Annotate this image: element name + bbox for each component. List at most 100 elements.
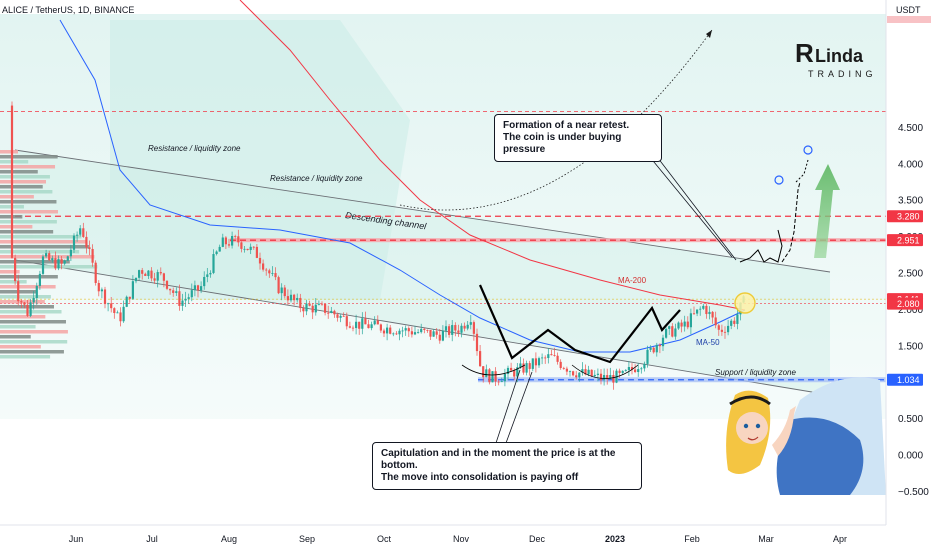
candle-body <box>714 317 717 326</box>
volume-profile-bar <box>0 250 80 254</box>
candle-body <box>342 315 345 317</box>
candle-body <box>479 351 482 367</box>
price-tag-5 <box>887 373 923 386</box>
candle-body <box>243 248 246 250</box>
candle-body <box>497 381 500 383</box>
candle-body <box>153 278 156 281</box>
logo-subtitle: TRADING <box>808 69 877 79</box>
candle-body <box>209 272 212 275</box>
candle-body <box>407 328 410 332</box>
volume-profile-bar <box>0 160 29 164</box>
volume-profile-bar <box>0 300 45 304</box>
green-target-arrow <box>814 164 840 258</box>
candle-body <box>404 328 407 331</box>
candle-body <box>327 312 330 314</box>
candle-body <box>231 236 234 246</box>
candle-body <box>165 280 169 289</box>
candle-body <box>373 320 376 325</box>
candle-body <box>91 248 94 263</box>
x-tick-label: Mar <box>758 534 774 544</box>
y-tick-label: 3.500 <box>898 196 923 207</box>
volume-profile-bar <box>0 165 56 169</box>
candle-body <box>525 363 528 373</box>
candle-body <box>299 297 302 309</box>
price-tag-label-1: 3.280 <box>897 212 920 222</box>
candle-body <box>559 361 562 368</box>
linda-trading-logo: R Linda TRADING <box>795 38 877 79</box>
capitulation-annotation: Capitulation and in the moment the price… <box>372 442 642 490</box>
candle-body <box>451 325 454 335</box>
candle-body <box>336 314 339 318</box>
candle-body <box>10 105 14 258</box>
face-shape <box>736 412 768 444</box>
volume-profile-bar <box>0 285 56 289</box>
candle-body <box>417 332 420 333</box>
candle-body <box>410 331 413 335</box>
zone-label-3: Support / liquidity zone <box>715 368 796 377</box>
candle-body <box>593 374 596 377</box>
volume-profile-bar <box>0 355 51 359</box>
candle-body <box>482 366 485 378</box>
volume-profile-bar <box>0 200 57 204</box>
volume-profile-bar <box>0 330 68 334</box>
candle-body <box>379 324 382 331</box>
candle-body <box>572 371 575 376</box>
candle-body <box>519 363 522 368</box>
time-axis-background <box>0 525 932 550</box>
x-tick-label: Jul <box>146 534 158 544</box>
dress-shape <box>776 417 864 495</box>
y-tick-label: 1.500 <box>898 341 923 352</box>
channel-upper-line <box>14 149 831 273</box>
candle-body <box>48 253 51 261</box>
volume-profile-bar <box>0 240 88 244</box>
candle-body <box>537 358 541 366</box>
x-tick-label: Nov <box>453 534 470 544</box>
candle-body <box>79 228 82 235</box>
hairband-shape <box>729 395 771 406</box>
candle-body <box>441 330 444 341</box>
candle-body <box>26 304 29 316</box>
candle-body <box>466 324 469 329</box>
candle-body <box>32 297 35 303</box>
candle-body <box>637 369 640 373</box>
retest-annotation-line-1: Formation of a near retest. <box>503 120 630 131</box>
volume-profile-bar <box>0 345 41 349</box>
candle-body <box>218 246 221 252</box>
candle-body <box>72 235 76 250</box>
candle-body <box>134 277 138 282</box>
zone-label-2: Resistance / liquidity zone <box>270 174 363 183</box>
candle-body <box>413 332 417 335</box>
volume-profile-bar <box>0 265 98 269</box>
x-tick-label: Apr <box>833 534 847 544</box>
logo-brand: Linda <box>815 46 864 66</box>
candle-body <box>255 246 258 258</box>
y-tick-label: 0.500 <box>898 414 923 425</box>
capitulation-pointer-1 <box>495 369 521 444</box>
candle-body <box>708 311 711 315</box>
candle-body <box>110 303 113 309</box>
volume-profile-bar <box>0 210 58 214</box>
ma200-line <box>239 0 746 311</box>
candle-body <box>736 314 739 324</box>
volume-profile-bar <box>0 325 36 329</box>
candle-body <box>584 369 587 375</box>
candle-body <box>692 313 696 315</box>
resistance-zone-band <box>230 238 886 243</box>
zone-label-1: Resistance / liquidity zone <box>148 144 241 153</box>
candle-body <box>175 291 178 293</box>
candle-body <box>131 281 134 299</box>
candle-body <box>671 326 674 337</box>
volume-profile-bar <box>0 340 68 344</box>
candle-body <box>107 303 110 305</box>
candle-body <box>85 236 88 248</box>
candle-body <box>302 308 305 312</box>
candle-body <box>531 358 534 369</box>
candle-body <box>305 303 308 312</box>
candle-body <box>51 258 54 261</box>
candle-body <box>503 374 506 382</box>
candle-body <box>389 327 392 334</box>
candle-body <box>401 330 404 332</box>
candle-body <box>429 330 432 337</box>
candle-body <box>426 329 429 331</box>
